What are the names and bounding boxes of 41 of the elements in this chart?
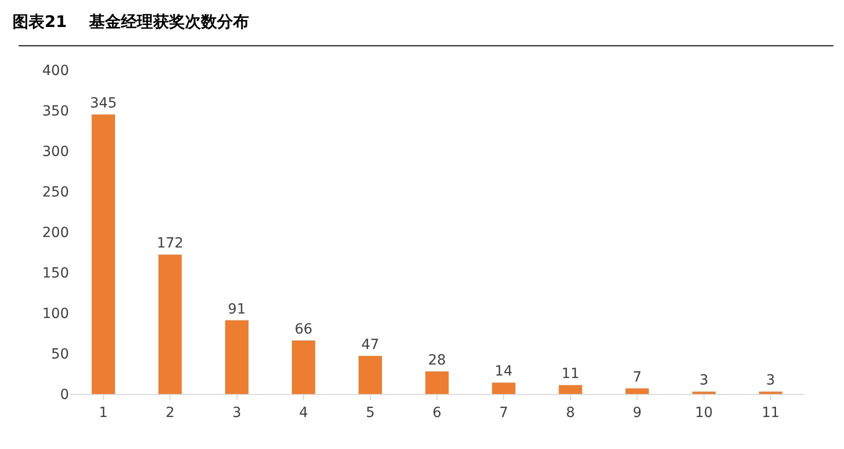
x-tick-label: 6 — [432, 404, 442, 421]
bar — [292, 340, 316, 394]
x-tick-label: 10 — [694, 404, 713, 421]
x-tick-label: 2 — [166, 404, 175, 421]
data-label: 3 — [699, 372, 708, 389]
data-label: 91 — [228, 301, 246, 318]
x-tick-label: 5 — [366, 404, 375, 421]
x-tick-label: 7 — [499, 404, 508, 421]
x-tick-label: 4 — [299, 404, 308, 421]
data-label: 3 — [766, 372, 776, 389]
y-tick-label: 400 — [42, 62, 69, 79]
data-label: 66 — [294, 322, 312, 338]
bar — [92, 114, 116, 394]
x-tick-label: 8 — [566, 404, 575, 421]
y-tick-label: 200 — [42, 224, 69, 241]
bar — [558, 385, 582, 394]
bar — [358, 356, 382, 394]
y-tick-label: 350 — [42, 103, 69, 120]
x-tick-label: 3 — [232, 404, 242, 421]
data-label: 28 — [428, 352, 446, 368]
x-tick-label: 1 — [98, 404, 108, 421]
data-label: 11 — [562, 366, 580, 382]
y-tick-label: 100 — [42, 306, 69, 322]
y-tick-label: 150 — [42, 265, 69, 282]
bar — [492, 382, 516, 394]
x-tick-label: 9 — [632, 404, 642, 421]
x-tick-label: 11 — [762, 404, 780, 421]
data-label: 47 — [361, 336, 380, 353]
y-tick-label: 50 — [51, 346, 69, 362]
data-label: 7 — [632, 369, 642, 386]
data-label: 345 — [90, 96, 117, 112]
y-tick-label: 250 — [42, 184, 69, 200]
y-tick-label: 300 — [42, 144, 69, 160]
chart-title: 图表21 基金经理获奖次数分布 — [12, 12, 250, 31]
bar — [425, 371, 449, 394]
bar — [225, 320, 248, 394]
bar — [158, 254, 182, 394]
y-tick-label: 0 — [60, 386, 69, 403]
data-label: 14 — [494, 364, 513, 380]
bar — [626, 388, 649, 394]
data-label: 172 — [156, 236, 184, 252]
